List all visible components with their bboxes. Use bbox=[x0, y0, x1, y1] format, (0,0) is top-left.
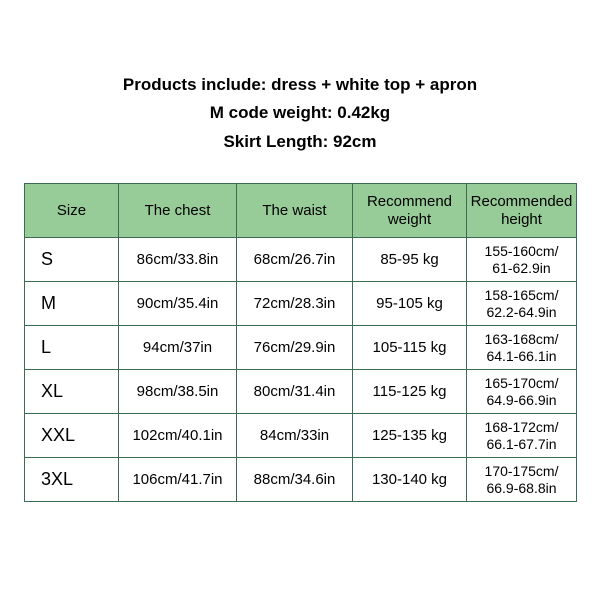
cell-height-cm: 158-165cm/ bbox=[485, 287, 559, 303]
col-height-l2: height bbox=[501, 211, 542, 228]
cell-chest: 90cm/35.4in bbox=[119, 282, 237, 326]
table-row: S 86cm/33.8in 68cm/26.7in 85-95 kg 155-1… bbox=[25, 238, 577, 282]
col-height: Recommended height bbox=[467, 184, 577, 238]
cell-weight: 125-135 kg bbox=[353, 414, 467, 458]
cell-size: XL bbox=[25, 370, 119, 414]
cell-height-cm: 170-175cm/ bbox=[485, 463, 559, 479]
product-info-header: Products include: dress + white top + ap… bbox=[123, 72, 477, 157]
cell-size: XXL bbox=[25, 414, 119, 458]
col-size: Size bbox=[25, 184, 119, 238]
cell-waist: 76cm/29.9in bbox=[237, 326, 353, 370]
cell-height-cm: 165-170cm/ bbox=[485, 375, 559, 391]
cell-waist: 84cm/33in bbox=[237, 414, 353, 458]
col-chest: The chest bbox=[119, 184, 237, 238]
size-chart: Size The chest The waist Recommend weigh… bbox=[24, 183, 576, 502]
cell-height-in: 64.1-66.1in bbox=[486, 348, 556, 364]
header-line-products: Products include: dress + white top + ap… bbox=[123, 72, 477, 98]
col-waist: The waist bbox=[237, 184, 353, 238]
col-height-l1: Recommended bbox=[471, 193, 573, 210]
cell-height: 170-175cm/ 66.9-68.8in bbox=[467, 458, 577, 502]
header-line-length: Skirt Length: 92cm bbox=[123, 129, 477, 155]
cell-height-in: 61-62.9in bbox=[492, 260, 550, 276]
cell-chest: 106cm/41.7in bbox=[119, 458, 237, 502]
cell-height-cm: 163-168cm/ bbox=[485, 331, 559, 347]
cell-height: 158-165cm/ 62.2-64.9in bbox=[467, 282, 577, 326]
cell-waist: 88cm/34.6in bbox=[237, 458, 353, 502]
size-table: Size The chest The waist Recommend weigh… bbox=[24, 183, 577, 502]
cell-weight: 95-105 kg bbox=[353, 282, 467, 326]
cell-weight: 105-115 kg bbox=[353, 326, 467, 370]
cell-height: 163-168cm/ 64.1-66.1in bbox=[467, 326, 577, 370]
cell-waist: 80cm/31.4in bbox=[237, 370, 353, 414]
table-row: 3XL 106cm/41.7in 88cm/34.6in 130-140 kg … bbox=[25, 458, 577, 502]
table-row: L 94cm/37in 76cm/29.9in 105-115 kg 163-1… bbox=[25, 326, 577, 370]
cell-size: L bbox=[25, 326, 119, 370]
cell-waist: 68cm/26.7in bbox=[237, 238, 353, 282]
cell-weight: 130-140 kg bbox=[353, 458, 467, 502]
cell-height-cm: 155-160cm/ bbox=[485, 243, 559, 259]
col-weight: Recommend weight bbox=[353, 184, 467, 238]
cell-height-in: 62.2-64.9in bbox=[486, 304, 556, 320]
cell-height: 155-160cm/ 61-62.9in bbox=[467, 238, 577, 282]
cell-height-in: 64.9-66.9in bbox=[486, 392, 556, 408]
cell-height-in: 66.9-68.8in bbox=[486, 480, 556, 496]
cell-height: 165-170cm/ 64.9-66.9in bbox=[467, 370, 577, 414]
cell-chest: 98cm/38.5in bbox=[119, 370, 237, 414]
cell-chest: 102cm/40.1in bbox=[119, 414, 237, 458]
cell-chest: 94cm/37in bbox=[119, 326, 237, 370]
cell-height: 168-172cm/ 66.1-67.7in bbox=[467, 414, 577, 458]
table-row: XL 98cm/38.5in 80cm/31.4in 115-125 kg 16… bbox=[25, 370, 577, 414]
table-header-row: Size The chest The waist Recommend weigh… bbox=[25, 184, 577, 238]
cell-chest: 86cm/33.8in bbox=[119, 238, 237, 282]
col-weight-l2: weight bbox=[388, 211, 431, 228]
cell-height-in: 66.1-67.7in bbox=[486, 436, 556, 452]
cell-weight: 115-125 kg bbox=[353, 370, 467, 414]
cell-size: M bbox=[25, 282, 119, 326]
table-row: M 90cm/35.4in 72cm/28.3in 95-105 kg 158-… bbox=[25, 282, 577, 326]
cell-height-cm: 168-172cm/ bbox=[485, 419, 559, 435]
cell-weight: 85-95 kg bbox=[353, 238, 467, 282]
table-row: XXL 102cm/40.1in 84cm/33in 125-135 kg 16… bbox=[25, 414, 577, 458]
cell-waist: 72cm/28.3in bbox=[237, 282, 353, 326]
cell-size: 3XL bbox=[25, 458, 119, 502]
col-weight-l1: Recommend bbox=[367, 193, 452, 210]
header-line-weight: M code weight: 0.42kg bbox=[123, 100, 477, 126]
size-table-body: S 86cm/33.8in 68cm/26.7in 85-95 kg 155-1… bbox=[25, 238, 577, 502]
cell-size: S bbox=[25, 238, 119, 282]
